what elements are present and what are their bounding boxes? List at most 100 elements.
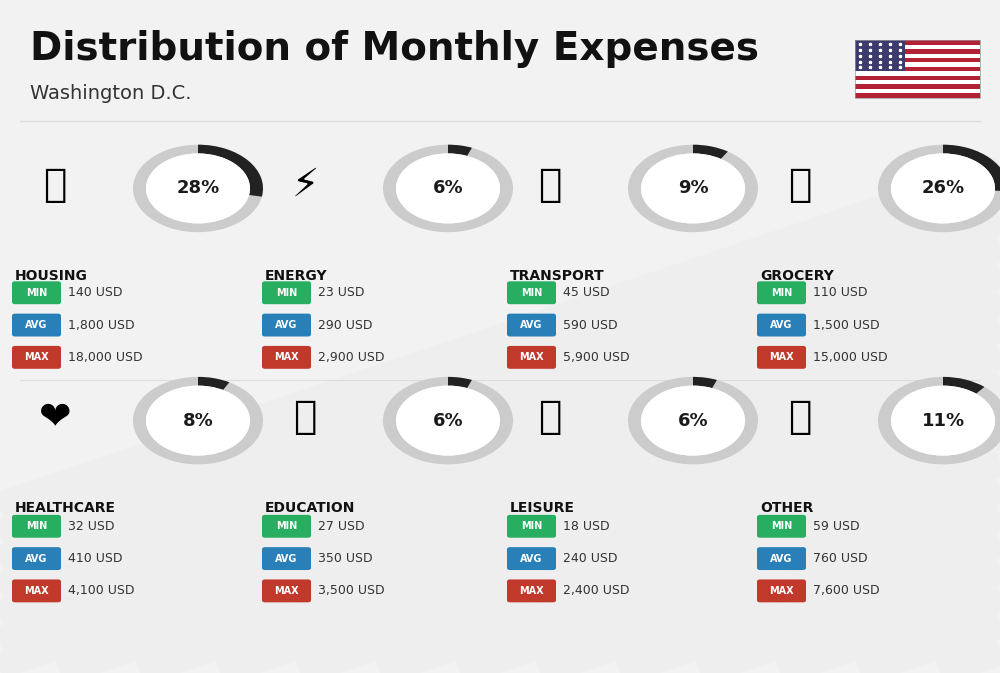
Text: 410 USD: 410 USD: [68, 552, 122, 565]
Circle shape: [641, 386, 745, 456]
Wedge shape: [448, 377, 472, 388]
FancyBboxPatch shape: [855, 75, 980, 80]
Wedge shape: [878, 377, 1000, 464]
Wedge shape: [383, 377, 513, 464]
FancyBboxPatch shape: [507, 579, 556, 602]
Text: MIN: MIN: [276, 288, 297, 297]
Text: 110 USD: 110 USD: [813, 286, 868, 299]
Text: 18,000 USD: 18,000 USD: [68, 351, 143, 364]
FancyBboxPatch shape: [855, 40, 980, 45]
Text: MAX: MAX: [24, 353, 49, 362]
Circle shape: [146, 386, 250, 456]
Text: MIN: MIN: [771, 522, 792, 531]
Text: 350 USD: 350 USD: [318, 552, 373, 565]
Wedge shape: [383, 145, 513, 232]
Text: 2,900 USD: 2,900 USD: [318, 351, 384, 364]
Text: HOUSING: HOUSING: [15, 269, 88, 283]
FancyBboxPatch shape: [855, 63, 980, 67]
FancyBboxPatch shape: [757, 346, 806, 369]
Text: AVG: AVG: [520, 320, 543, 330]
FancyBboxPatch shape: [507, 281, 556, 304]
Text: ⚡: ⚡: [291, 166, 319, 204]
Text: MAX: MAX: [274, 586, 299, 596]
Circle shape: [891, 153, 995, 223]
FancyBboxPatch shape: [262, 547, 311, 570]
Text: AVG: AVG: [275, 320, 298, 330]
Text: 🛒: 🛒: [788, 166, 812, 204]
Circle shape: [641, 153, 745, 223]
Text: MIN: MIN: [276, 522, 297, 531]
Circle shape: [396, 386, 500, 456]
Text: MAX: MAX: [274, 353, 299, 362]
FancyBboxPatch shape: [855, 49, 980, 54]
Text: MAX: MAX: [519, 353, 544, 362]
Wedge shape: [133, 145, 263, 232]
Text: Washington D.C.: Washington D.C.: [30, 84, 192, 103]
Text: EDUCATION: EDUCATION: [265, 501, 355, 516]
Text: AVG: AVG: [25, 320, 48, 330]
Text: 🛍: 🛍: [538, 398, 562, 436]
Text: 15,000 USD: 15,000 USD: [813, 351, 888, 364]
FancyBboxPatch shape: [757, 314, 806, 336]
Text: 27 USD: 27 USD: [318, 520, 365, 533]
FancyBboxPatch shape: [855, 54, 980, 58]
Text: ❤: ❤: [39, 398, 71, 436]
Circle shape: [891, 386, 995, 456]
Text: MIN: MIN: [521, 288, 542, 297]
Wedge shape: [198, 377, 229, 390]
Text: ENERGY: ENERGY: [265, 269, 328, 283]
Text: TRANSPORT: TRANSPORT: [510, 269, 605, 283]
Text: 9%: 9%: [678, 180, 708, 197]
Text: LEISURE: LEISURE: [510, 501, 575, 516]
Text: 290 USD: 290 USD: [318, 318, 372, 332]
Wedge shape: [693, 145, 728, 159]
Text: 🚌: 🚌: [538, 166, 562, 204]
Text: 4,100 USD: 4,100 USD: [68, 584, 134, 598]
Text: OTHER: OTHER: [760, 501, 813, 516]
FancyBboxPatch shape: [12, 281, 61, 304]
Text: MIN: MIN: [771, 288, 792, 297]
Text: MAX: MAX: [769, 586, 794, 596]
Text: 1,800 USD: 1,800 USD: [68, 318, 135, 332]
Wedge shape: [628, 145, 758, 232]
FancyBboxPatch shape: [262, 281, 311, 304]
Text: 🎓: 🎓: [293, 398, 317, 436]
Text: AVG: AVG: [770, 320, 793, 330]
FancyBboxPatch shape: [12, 579, 61, 602]
Text: AVG: AVG: [25, 554, 48, 563]
FancyBboxPatch shape: [507, 314, 556, 336]
Text: 240 USD: 240 USD: [563, 552, 618, 565]
FancyBboxPatch shape: [855, 40, 905, 71]
Wedge shape: [133, 377, 263, 464]
Wedge shape: [198, 145, 263, 197]
Wedge shape: [693, 377, 717, 388]
Text: GROCERY: GROCERY: [760, 269, 834, 283]
Text: 3,500 USD: 3,500 USD: [318, 584, 385, 598]
Circle shape: [396, 153, 500, 223]
FancyBboxPatch shape: [855, 93, 980, 98]
Text: 8%: 8%: [183, 412, 213, 429]
FancyBboxPatch shape: [855, 45, 980, 49]
Text: 6%: 6%: [433, 180, 463, 197]
FancyBboxPatch shape: [507, 547, 556, 570]
FancyBboxPatch shape: [757, 281, 806, 304]
Text: 2,400 USD: 2,400 USD: [563, 584, 630, 598]
FancyBboxPatch shape: [855, 84, 980, 89]
FancyBboxPatch shape: [262, 579, 311, 602]
Text: 32 USD: 32 USD: [68, 520, 114, 533]
Text: MIN: MIN: [26, 288, 47, 297]
FancyBboxPatch shape: [855, 67, 980, 71]
FancyBboxPatch shape: [262, 515, 311, 538]
Text: 26%: 26%: [921, 180, 965, 197]
Text: MIN: MIN: [521, 522, 542, 531]
Wedge shape: [943, 377, 984, 394]
Text: 6%: 6%: [433, 412, 463, 429]
Text: MAX: MAX: [519, 586, 544, 596]
FancyBboxPatch shape: [855, 89, 980, 93]
Text: 59 USD: 59 USD: [813, 520, 860, 533]
Text: 🏗: 🏗: [43, 166, 67, 204]
Text: 140 USD: 140 USD: [68, 286, 122, 299]
Text: 6%: 6%: [678, 412, 708, 429]
Text: MIN: MIN: [26, 522, 47, 531]
Text: Distribution of Monthly Expenses: Distribution of Monthly Expenses: [30, 30, 759, 68]
